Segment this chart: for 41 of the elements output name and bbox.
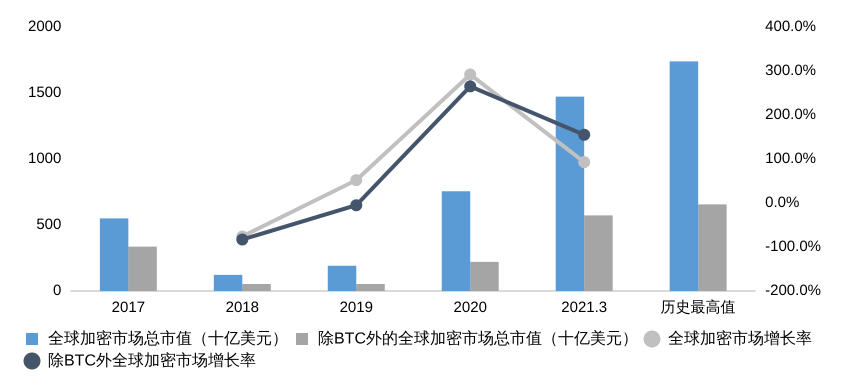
x-tick-label: 2018	[226, 299, 259, 316]
x-tick-label: 2020	[454, 299, 487, 316]
bar	[356, 284, 385, 291]
bar	[100, 218, 128, 291]
y2-tick-label: 200.0%	[765, 106, 816, 124]
point	[578, 156, 590, 168]
bar	[698, 204, 727, 291]
bar	[670, 61, 698, 291]
bar	[470, 262, 499, 291]
legend-label: 全球加密市场总市值（十亿美元）	[48, 329, 288, 348]
y2-tick-label: -200.0%	[765, 282, 822, 300]
x-tick-label: 2019	[340, 299, 373, 316]
x-tick-label: 2021.3	[561, 299, 608, 316]
bar	[214, 274, 242, 291]
y-tick-label: 1000	[28, 150, 62, 168]
point	[350, 199, 362, 212]
point	[236, 234, 248, 246]
legend-label: 除BTC外全球加密市场增长率	[48, 351, 256, 370]
bar	[128, 246, 157, 291]
y2-tick-label: 0.0%	[765, 194, 800, 212]
bar	[442, 191, 470, 291]
y2-tick-label: 400.0%	[765, 18, 816, 36]
y2-tick-label: 300.0%	[765, 62, 816, 80]
y2-tick-label: -100.0%	[765, 238, 822, 256]
y-tick-label: 1500	[28, 84, 62, 102]
y2-tick-label: 100.0%	[765, 150, 816, 168]
y-tick-label: 500	[36, 216, 62, 234]
point	[464, 80, 476, 92]
bar	[328, 266, 356, 291]
x-tick-label: 2017	[112, 299, 146, 316]
legend-label: 除BTC外的全球加密市场总市值（十亿美元）	[318, 329, 638, 348]
x-tick-label: 历史最高值	[660, 299, 736, 316]
y-tick-label: 0	[53, 282, 62, 300]
point	[350, 174, 362, 186]
bar	[584, 215, 613, 291]
y-tick-label: 2000	[28, 18, 62, 36]
bar	[556, 96, 584, 291]
legend-label: 全球加密市场增长率	[668, 329, 812, 348]
bar	[242, 284, 271, 291]
point	[464, 68, 476, 81]
point	[578, 128, 590, 141]
